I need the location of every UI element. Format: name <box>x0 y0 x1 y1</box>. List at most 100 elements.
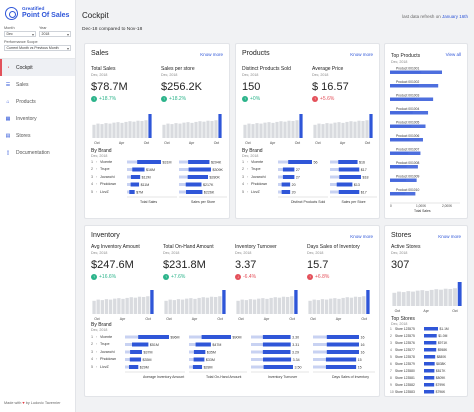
product-bar[interactable] <box>390 138 423 142</box>
store-bar[interactable] <box>424 390 435 394</box>
brand-row[interactable]: 4 › Pholdown <box>91 356 116 364</box>
brand-row[interactable]: 2 › Trupe <box>242 166 267 174</box>
brand-row[interactable]: 2 › Trupe <box>91 166 116 174</box>
brand-bar[interactable] <box>281 190 291 194</box>
brand-bar[interactable] <box>288 160 312 164</box>
nav-item-sales[interactable]: ☰ Sales <box>0 76 75 93</box>
brand-bar[interactable] <box>137 160 161 164</box>
nav-item-products[interactable]: ⌂ Products <box>0 93 75 110</box>
product-bar[interactable] <box>390 178 417 183</box>
store-bar[interactable] <box>424 355 436 359</box>
nav-item-inventory[interactable]: ▦ Inventory <box>0 110 75 127</box>
brand-bar[interactable] <box>263 365 293 369</box>
store-name[interactable]: Store 123577 <box>395 348 415 352</box>
brand-row[interactable]: 3 › Jovanchi <box>91 173 116 181</box>
products-know-more-link[interactable]: Know more <box>350 52 373 57</box>
brand-bar[interactable] <box>326 335 359 339</box>
brand-bar[interactable] <box>338 160 358 164</box>
brand-row[interactable]: 2 › Trupe <box>91 341 116 349</box>
brand-bar[interactable] <box>336 182 353 187</box>
brand-row[interactable]: 4 › Pholdown <box>242 181 267 189</box>
product-bar[interactable] <box>390 97 434 102</box>
brand-row[interactable]: 4 › Pholdown <box>91 181 116 189</box>
product-bar[interactable] <box>390 70 442 75</box>
brand-bar[interactable] <box>282 167 295 172</box>
made-suffix[interactable]: by Ludovic Tavernier <box>25 401 61 405</box>
brand-bar[interactable] <box>132 167 145 172</box>
brand-bar[interactable] <box>262 335 291 339</box>
refresh-date[interactable]: January 16th <box>441 14 468 19</box>
brand-bar[interactable] <box>339 175 361 179</box>
nav-item-documentation[interactable]: ▯ Documentation <box>0 144 75 161</box>
store-name[interactable]: Store 123575 <box>395 327 415 331</box>
store-bar[interactable] <box>424 362 435 366</box>
brand-bar[interactable] <box>138 335 169 339</box>
brand-bar[interactable] <box>338 190 360 194</box>
brand-bar[interactable] <box>188 167 211 172</box>
store-name[interactable]: Store 123581 <box>395 376 415 380</box>
brand-row[interactable]: 3 › Jovanchi <box>242 173 267 181</box>
store-bar[interactable] <box>424 376 435 380</box>
brand-bar[interactable] <box>128 365 139 369</box>
brand-bar[interactable] <box>187 175 208 179</box>
brand-bar[interactable] <box>129 357 142 362</box>
store-bar[interactable] <box>424 369 435 373</box>
product-bar[interactable] <box>390 124 426 129</box>
brand-row[interactable]: 1 › Vicente <box>242 158 267 166</box>
brand[interactable]: Greatified Point Of Sales <box>0 0 75 24</box>
brand-bar[interactable] <box>338 167 360 172</box>
brand-bar[interactable] <box>262 350 291 354</box>
brand-bar[interactable] <box>193 357 205 362</box>
brand-bar[interactable] <box>325 357 357 362</box>
brand-bar[interactable] <box>281 182 291 187</box>
brand-bar[interactable] <box>130 350 142 354</box>
store-bar[interactable] <box>424 348 437 352</box>
brand-row[interactable]: 1 › Vicente <box>91 333 116 341</box>
brand-row[interactable]: 1 › Vicente <box>91 158 116 166</box>
brand-bar[interactable] <box>192 365 203 369</box>
brand-bar[interactable] <box>130 175 141 179</box>
store-name[interactable]: Store 123582 <box>395 383 415 387</box>
product-bar[interactable] <box>390 165 418 169</box>
brand-bar[interactable] <box>188 160 210 164</box>
brand-bar[interactable] <box>263 357 292 362</box>
month-select[interactable]: Dec <box>4 31 36 37</box>
product-bar[interactable] <box>390 84 439 88</box>
store-bar[interactable] <box>424 327 438 331</box>
brand-row[interactable]: 5 › LivvZ <box>91 363 116 371</box>
brand-bar[interactable] <box>185 182 202 187</box>
year-select[interactable]: 2018 <box>39 31 71 37</box>
store-bar[interactable] <box>424 383 435 387</box>
nav-item-stores[interactable]: ▤ Stores <box>0 127 75 144</box>
brand-bar[interactable] <box>193 350 206 354</box>
brand-bar[interactable] <box>282 175 295 179</box>
brand-bar[interactable] <box>186 190 203 194</box>
store-name[interactable]: Store 123579 <box>395 362 415 366</box>
inventory-know-more-link[interactable]: Know more <box>350 234 373 239</box>
store-name[interactable]: Store 123578 <box>395 355 415 359</box>
nav-item-cockpit[interactable]: ◔ Cockpit <box>0 59 75 76</box>
brand-row[interactable]: 5 › LivvZ <box>91 188 116 196</box>
period-select[interactable]: Current Month vs Previous Month <box>4 45 71 51</box>
store-name[interactable]: Store 123575 <box>395 334 415 338</box>
brand-bar[interactable] <box>195 342 211 347</box>
brand-bar[interactable] <box>201 335 231 339</box>
product-bar[interactable] <box>390 151 421 156</box>
store-bar[interactable] <box>424 334 437 338</box>
store-bar[interactable] <box>424 341 437 345</box>
brand-bar[interactable] <box>130 182 140 187</box>
brand-bar[interactable] <box>129 190 135 194</box>
brand-bar[interactable] <box>262 342 291 347</box>
brand-row[interactable]: 5 › LivvZ <box>242 188 267 196</box>
brand-bar[interactable] <box>325 365 357 369</box>
stores-know-more-link[interactable]: Know more <box>438 234 461 239</box>
store-name[interactable]: Store 123583 <box>395 390 415 394</box>
brand-bar[interactable] <box>326 342 359 347</box>
store-name[interactable]: Store 123576 <box>395 341 415 345</box>
product-bar[interactable] <box>390 111 429 115</box>
store-name[interactable]: Store 123580 <box>395 369 415 373</box>
top-products-view-all-link[interactable]: View all <box>445 52 461 57</box>
brand-bar[interactable] <box>132 342 149 347</box>
brand-bar[interactable] <box>326 350 359 354</box>
product-bar[interactable] <box>390 192 416 196</box>
